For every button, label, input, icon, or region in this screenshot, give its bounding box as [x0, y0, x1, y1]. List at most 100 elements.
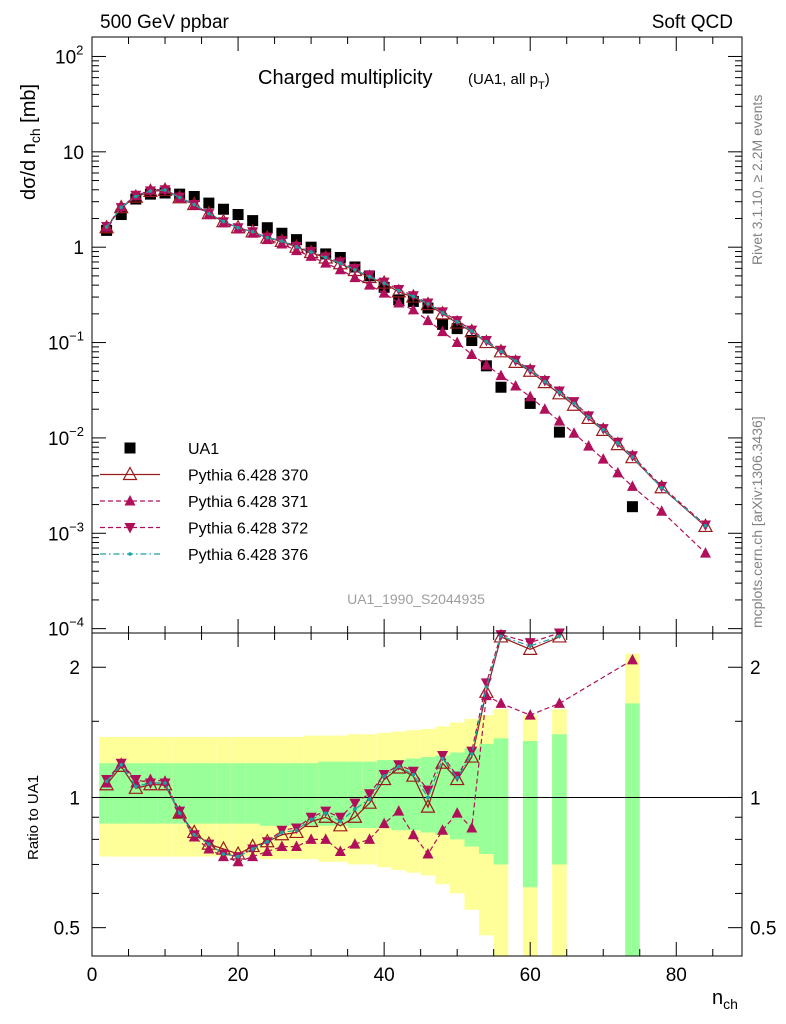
ratio-point: [551, 628, 567, 643]
data-point: [435, 305, 451, 320]
y-axis-label-main: dσ/d nch [mb]: [18, 84, 43, 200]
data-point: [203, 197, 215, 209]
ratio-y-tick-label-right: 0.5: [750, 919, 776, 940]
x-tick-label: 40: [374, 965, 395, 986]
data-point: [396, 288, 401, 293]
ratio-point: [192, 832, 197, 837]
ratio-point: [288, 824, 305, 839]
ratio-point: [276, 840, 288, 852]
data-point: [581, 410, 597, 425]
data-point: [411, 294, 416, 299]
data-point: [597, 453, 609, 464]
data-point: [99, 219, 115, 234]
ratio-y-tick-label-right: 1: [750, 788, 761, 809]
data-point: [568, 427, 580, 438]
ratio-point: [466, 746, 478, 758]
ratio-point: [553, 628, 565, 639]
data-point: [557, 390, 562, 395]
ratio-point: [469, 752, 474, 756]
ratio-point: [528, 644, 533, 648]
data-point: [440, 311, 445, 315]
data-point: [393, 296, 405, 308]
data-point: [524, 397, 536, 409]
ratio-point: [524, 638, 536, 649]
ratio-point: [172, 804, 188, 819]
data-point: [280, 239, 284, 243]
ratio-point: [334, 845, 346, 857]
data-point: [656, 505, 668, 516]
data-point: [134, 194, 138, 199]
y-tick-exponent: −2: [69, 424, 84, 439]
data-point: [630, 455, 635, 459]
ratio-point: [524, 709, 536, 720]
band-inner: [274, 763, 290, 826]
data-point: [493, 343, 509, 358]
data-point: [626, 480, 638, 491]
data-point: [510, 380, 522, 391]
data-point: [537, 374, 553, 389]
band-inner: [201, 763, 217, 824]
ratio-point: [236, 854, 240, 859]
ratio-point: [247, 850, 259, 862]
data-point: [405, 288, 421, 303]
band-inner: [522, 741, 538, 888]
data-point: [478, 334, 494, 349]
data-point: [480, 359, 492, 370]
ratio-point: [104, 779, 109, 784]
data-point: [449, 314, 465, 329]
data-point: [217, 203, 229, 215]
data-point: [364, 279, 376, 290]
data-point: [148, 189, 153, 193]
legend-entry: Pythia 6.428 376: [100, 547, 308, 564]
ratio-series-layer: [99, 628, 638, 867]
side-label-rivet: Rivet 3.1.10, ≥ 2.2M events: [749, 95, 765, 265]
band-inner: [245, 763, 260, 824]
data-point: [495, 369, 507, 381]
ratio-point: [382, 774, 386, 778]
data-point: [703, 523, 708, 528]
data-point: [524, 390, 536, 402]
ratio-point: [163, 781, 167, 785]
data-point: [455, 320, 459, 324]
band-inner: [157, 763, 173, 824]
data-point: [104, 225, 109, 229]
data-point: [601, 427, 606, 432]
analysis-watermark: UA1_1990_S2044935: [347, 591, 485, 607]
ratio-point: [426, 795, 430, 800]
ratio-point: [323, 811, 328, 815]
ratio-point: [364, 789, 376, 800]
ratio-point: [451, 807, 463, 818]
ratio-point: [261, 845, 273, 857]
ratio-point: [207, 842, 211, 846]
band-inner: [493, 738, 509, 865]
legend-label: UA1: [188, 441, 219, 458]
data-point: [426, 301, 430, 306]
plot-subtitle-sub: T: [538, 80, 545, 92]
band-inner: [479, 743, 494, 855]
ratio-point: [391, 759, 407, 774]
data-point: [250, 230, 255, 234]
data-point: [495, 381, 507, 393]
legend-label: Pythia 6.428 371: [188, 494, 308, 511]
ratio-y-tick-label: 1: [69, 788, 80, 809]
data-point: [543, 379, 547, 384]
y-tick-exponent: −3: [69, 519, 84, 534]
ratio-point: [305, 833, 317, 844]
data-point: [466, 348, 478, 359]
plot-subtitle: (UA1, all pT): [468, 71, 550, 92]
data-point: [528, 368, 533, 373]
band-inner: [99, 763, 114, 824]
data-point: [236, 225, 240, 230]
y-axis-label-main-sub: ch: [27, 128, 43, 143]
data-point: [232, 209, 244, 221]
data-point: [192, 202, 197, 207]
y-tick-label: 10: [63, 143, 84, 164]
header-left: 500 GeV ppbar: [100, 12, 230, 33]
ratio-point: [393, 805, 405, 816]
y-tick-base: 10: [48, 334, 69, 355]
data-point: [334, 263, 346, 275]
ratio-y-tick-label: 0.5: [54, 919, 80, 940]
legend-marker: [122, 466, 138, 481]
band-inner: [230, 763, 246, 824]
